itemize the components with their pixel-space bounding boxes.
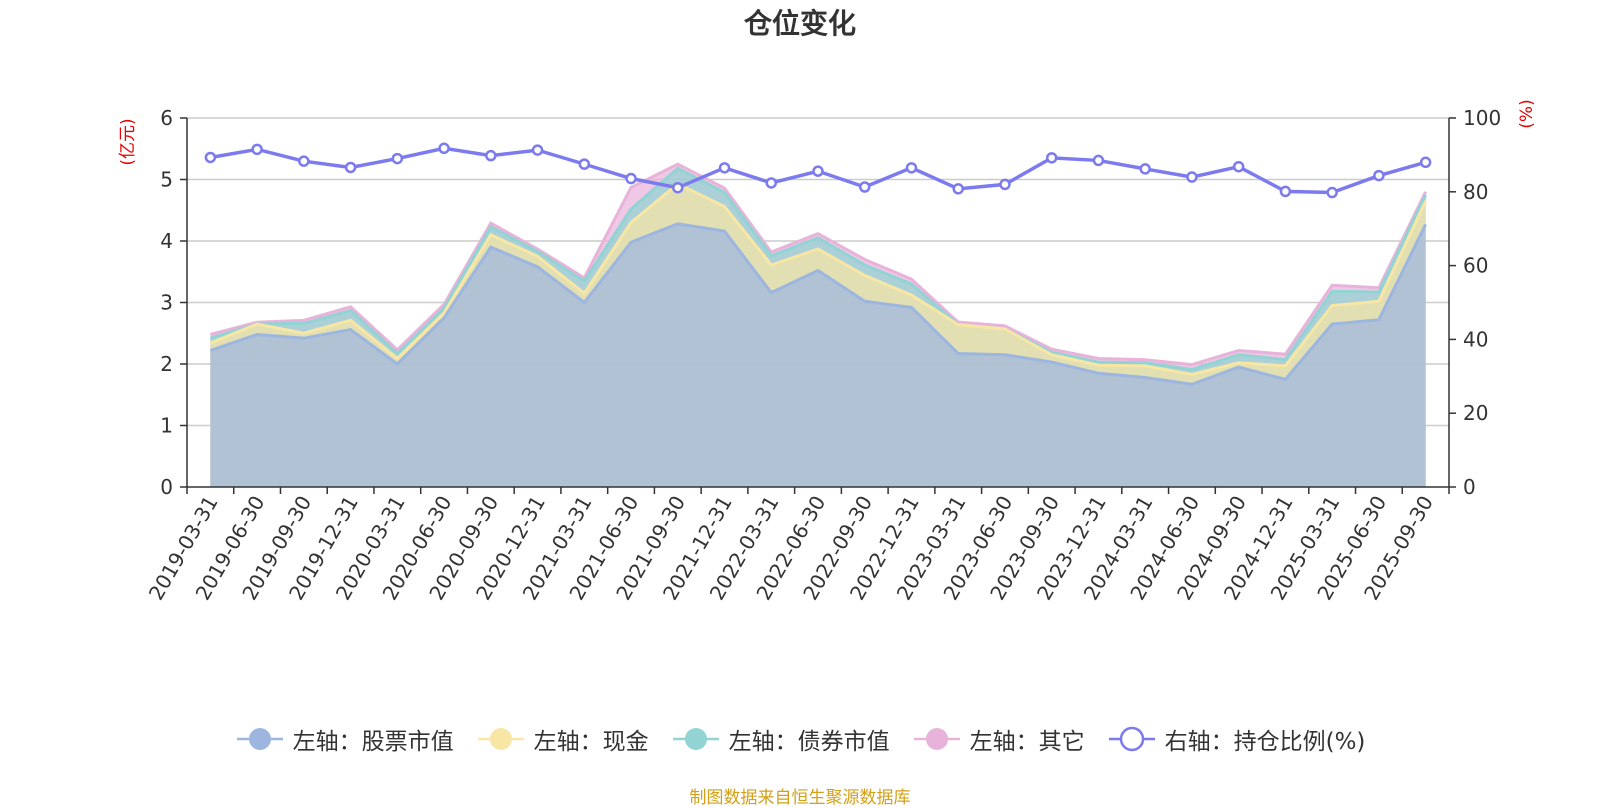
- position-ratio-point: [952, 183, 964, 195]
- position-ratio-point: [391, 152, 404, 165]
- source-note: 制图数据来自恒生聚源数据库: [689, 788, 911, 808]
- position-ratio-point: [298, 155, 310, 167]
- legend-label-stock: 左轴：股票市值: [292, 729, 454, 755]
- right-tick-label: 60: [1463, 254, 1488, 278]
- legend-item-other[interactable]: 左轴：其它: [912, 722, 1085, 756]
- legend-swatch-bond: [672, 728, 719, 750]
- legend-item-cash[interactable]: 左轴：现金: [476, 722, 649, 756]
- area-line-左轴：现金: [209, 182, 1427, 376]
- position-ratio-point: [204, 151, 217, 164]
- left-tick-label: 2: [160, 352, 173, 376]
- position-ratio-point: [905, 162, 918, 174]
- legend-swatch-position-ratio: [1108, 726, 1155, 752]
- left-tick-label: 6: [160, 106, 173, 130]
- position-ratio-point: [1419, 156, 1432, 169]
- position-ratio-point: [999, 178, 1011, 191]
- right-tick-label: 40: [1463, 327, 1488, 351]
- legend-swatch-other: [913, 728, 960, 750]
- right-tick-label: 80: [1463, 180, 1488, 204]
- legend-item-position-ratio[interactable]: 右轴：持仓比例(%): [1107, 722, 1366, 756]
- right-tick-label: 0: [1463, 475, 1476, 499]
- area-line-左轴：股票市值: [209, 222, 1427, 386]
- position-ratio-point: [1045, 152, 1058, 164]
- left-tick-label: 1: [160, 414, 173, 438]
- area-line-左轴：其它: [209, 162, 1427, 367]
- position-ratio-point: [812, 165, 824, 177]
- position-ratio-point: [1092, 154, 1105, 167]
- left-tick-label: 4: [160, 229, 173, 253]
- position-ratio-point: [1139, 163, 1151, 175]
- position-ratio-point: [718, 162, 731, 174]
- legend-item-stock[interactable]: 左轴：股票市值: [235, 722, 454, 756]
- position-ratio-point: [1232, 160, 1245, 173]
- left-tick-label: 0: [160, 475, 173, 499]
- position-ratio-point: [485, 149, 497, 162]
- right-tick-label: 100: [1463, 106, 1501, 130]
- legend-label-position-ratio: 右轴：持仓比例(%): [1164, 729, 1366, 755]
- position-ratio-point: [1186, 171, 1198, 183]
- left-axis-unit: (亿元): [118, 118, 138, 165]
- position-ratio-point: [765, 177, 778, 189]
- legend-swatch-cash: [477, 728, 524, 750]
- area-左轴：股票市值: [210, 223, 1426, 487]
- position-ratio-point: [625, 172, 637, 185]
- right-tick-label: 20: [1463, 401, 1488, 425]
- legend-item-bond[interactable]: 左轴：债券市值: [671, 722, 890, 756]
- left-tick-label: 3: [160, 291, 173, 315]
- position-ratio-point: [531, 144, 544, 156]
- position-ratio-point: [438, 142, 450, 155]
- area-line-左轴：债券市值: [209, 166, 1427, 372]
- position-ratio-point: [578, 158, 591, 170]
- position-ratio-point: [344, 161, 357, 174]
- position-ratio-point: [1279, 185, 1292, 198]
- position-ratio-point: [1326, 186, 1338, 199]
- legend-label-bond: 左轴：债券市值: [728, 729, 890, 755]
- legend-label-other: 左轴：其它: [969, 729, 1085, 755]
- legend-swatch-stock: [236, 728, 283, 750]
- right-axis-unit: (%): [1517, 99, 1537, 128]
- legend-label-cash: 左轴：现金: [533, 729, 649, 755]
- position-ratio-point: [1373, 169, 1385, 182]
- position-ratio-point: [251, 143, 263, 156]
- left-tick-label: 5: [160, 168, 173, 192]
- chart-legend: 左轴：股票市值 左轴：现金 左轴：债券市值 左轴：其它 右轴：持仓比例(%): [0, 722, 1600, 756]
- position-ratio-point: [672, 181, 684, 194]
- position-ratio-point: [858, 181, 871, 193]
- chart-title: 仓位变化: [743, 7, 856, 40]
